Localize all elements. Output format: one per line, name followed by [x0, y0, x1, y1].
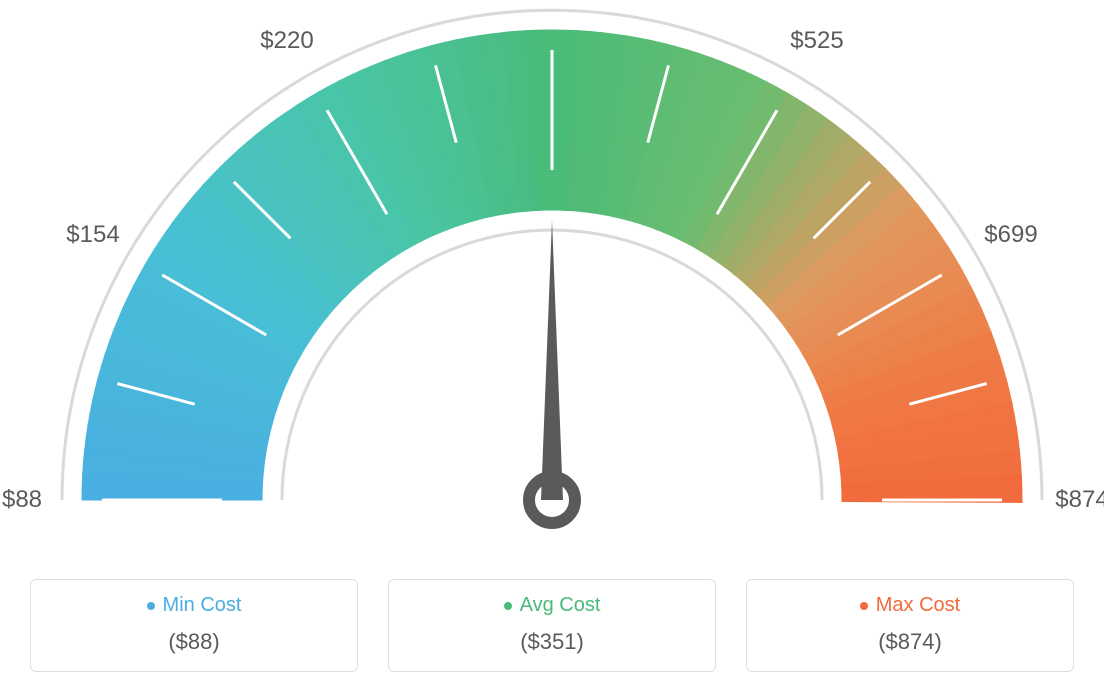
legend-dot-max	[860, 602, 868, 610]
gauge-tick-label: $220	[260, 27, 313, 55]
gauge-tick-label: $88	[2, 486, 42, 514]
legend-card-avg: Avg Cost ($351)	[388, 579, 716, 672]
gauge-tick-label: $699	[984, 221, 1037, 249]
gauge-tick-label: $154	[66, 221, 119, 249]
legend-dot-min	[147, 602, 155, 610]
legend-value-avg: ($351)	[389, 629, 715, 655]
legend-row: Min Cost ($88) Avg Cost ($351) Max Cost …	[0, 579, 1104, 672]
legend-label-min: Min Cost	[163, 594, 242, 617]
gauge-svg	[0, 0, 1104, 560]
legend-value-max: ($874)	[747, 629, 1073, 655]
gauge-container: $88$154$220$351$525$699$874	[0, 0, 1104, 560]
gauge-tick-label: $525	[790, 27, 843, 55]
legend-dot-avg	[504, 602, 512, 610]
legend-label-avg: Avg Cost	[520, 594, 601, 617]
gauge-tick-label: $874	[1055, 486, 1104, 514]
legend-label-max: Max Cost	[876, 594, 960, 617]
legend-title-avg: Avg Cost	[504, 594, 601, 617]
legend-card-max: Max Cost ($874)	[746, 579, 1074, 672]
legend-title-min: Min Cost	[147, 594, 242, 617]
legend-title-max: Max Cost	[860, 594, 960, 617]
legend-value-min: ($88)	[31, 629, 357, 655]
gauge-needle	[541, 220, 563, 500]
legend-card-min: Min Cost ($88)	[30, 579, 358, 672]
